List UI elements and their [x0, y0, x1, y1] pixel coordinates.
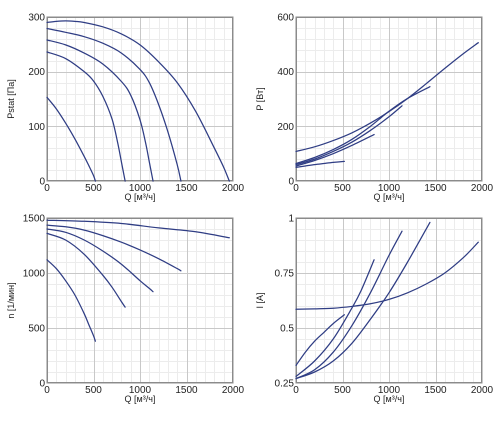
y-axis-label: n [1/мин]	[6, 282, 16, 318]
series-line-5	[295, 42, 479, 153]
plot-border	[47, 17, 233, 181]
y-tick-label: 0	[39, 177, 45, 188]
series-line-4	[46, 27, 182, 182]
series-line-4	[295, 221, 431, 380]
y-tick-label: 1500	[23, 214, 46, 225]
y-tick-label: 1000	[23, 269, 46, 280]
y-axis-label: I [A]	[255, 292, 265, 308]
chart-panel-1: 0 500 1000 1500 2000 0 100 200 300 Q [м³/ч] Pstat …	[6, 13, 245, 203]
x-tick-label: 1000	[129, 183, 152, 194]
series-line-5	[46, 219, 230, 239]
y-tick-label: 0.5	[280, 324, 294, 335]
series-line-3	[46, 228, 154, 293]
x-tick-label: 2000	[471, 385, 494, 396]
x-tick-label: 0	[44, 385, 50, 396]
y-tick-label: 600	[277, 13, 294, 24]
series-line-1	[295, 160, 345, 168]
y-axis-label: Pstat [Па]	[6, 79, 16, 119]
series-line-1	[46, 259, 96, 342]
y-tick-label: 400	[277, 67, 294, 78]
series-line-1	[46, 96, 96, 182]
series-line-2	[46, 51, 126, 182]
y-axis-label: P [Вт]	[255, 87, 265, 110]
x-tick-label: 500	[85, 385, 102, 396]
series-line-4	[46, 224, 182, 272]
series-line-3	[295, 105, 403, 166]
y-tick-label: 0	[288, 177, 294, 188]
x-tick-label: 1000	[378, 385, 401, 396]
x-axis-label: Q [м³/ч]	[125, 192, 156, 202]
x-tick-label: 1500	[175, 385, 198, 396]
series-line-1	[295, 314, 345, 367]
x-tick-label: 1500	[175, 183, 198, 194]
x-tick-label: 500	[85, 183, 102, 194]
chart-panel-2: 0 500 1000 1500 2000 0 200 400 600 Q [м³/ч] P [Вт]	[255, 13, 494, 203]
plot-border	[47, 218, 233, 383]
chart-panel-4: 0 500 1000 1500 2000 0.25 0.5 0.75 1 Q [м³/ч] I [A…	[255, 214, 494, 405]
y-tick-label: 100	[28, 122, 45, 133]
chart-panel-3: 0 500 1000 1500 2000 0 500 1000 1500 Q [м³/ч] n [1…	[6, 214, 245, 405]
y-tick-label: 200	[28, 67, 45, 78]
x-axis-label: Q [м³/ч]	[125, 394, 156, 404]
x-axis-label: Q [м³/ч]	[374, 192, 405, 202]
series-line-5	[295, 241, 479, 310]
x-axis-label: Q [м³/ч]	[374, 394, 405, 404]
x-tick-label: 2000	[222, 385, 245, 396]
x-tick-label: 1000	[129, 385, 152, 396]
x-tick-label: 0	[293, 385, 299, 396]
series-line-2	[295, 133, 375, 167]
series-line-5	[46, 20, 230, 182]
y-tick-label: 0.75	[275, 269, 295, 280]
x-tick-label: 500	[334, 385, 351, 396]
x-tick-label: 1500	[424, 183, 447, 194]
y-tick-label: 500	[28, 324, 45, 335]
x-tick-label: 1000	[378, 183, 401, 194]
y-tick-label: 200	[277, 122, 294, 133]
y-tick-label: 300	[28, 13, 45, 24]
plot-border	[296, 218, 482, 383]
y-tick-label: 1	[288, 214, 294, 225]
x-tick-label: 2000	[222, 183, 245, 194]
series-line-3	[295, 230, 403, 380]
x-tick-label: 0	[293, 183, 299, 194]
x-tick-label: 1500	[424, 385, 447, 396]
y-tick-label: 0.25	[275, 379, 295, 390]
plot-border	[296, 17, 482, 181]
y-tick-label: 0	[39, 379, 45, 390]
series-line-2	[295, 259, 375, 378]
series-line-2	[46, 232, 126, 308]
x-tick-label: 0	[44, 183, 50, 194]
series-line-3	[46, 39, 154, 182]
x-tick-label: 500	[334, 183, 351, 194]
x-tick-label: 2000	[471, 183, 494, 194]
